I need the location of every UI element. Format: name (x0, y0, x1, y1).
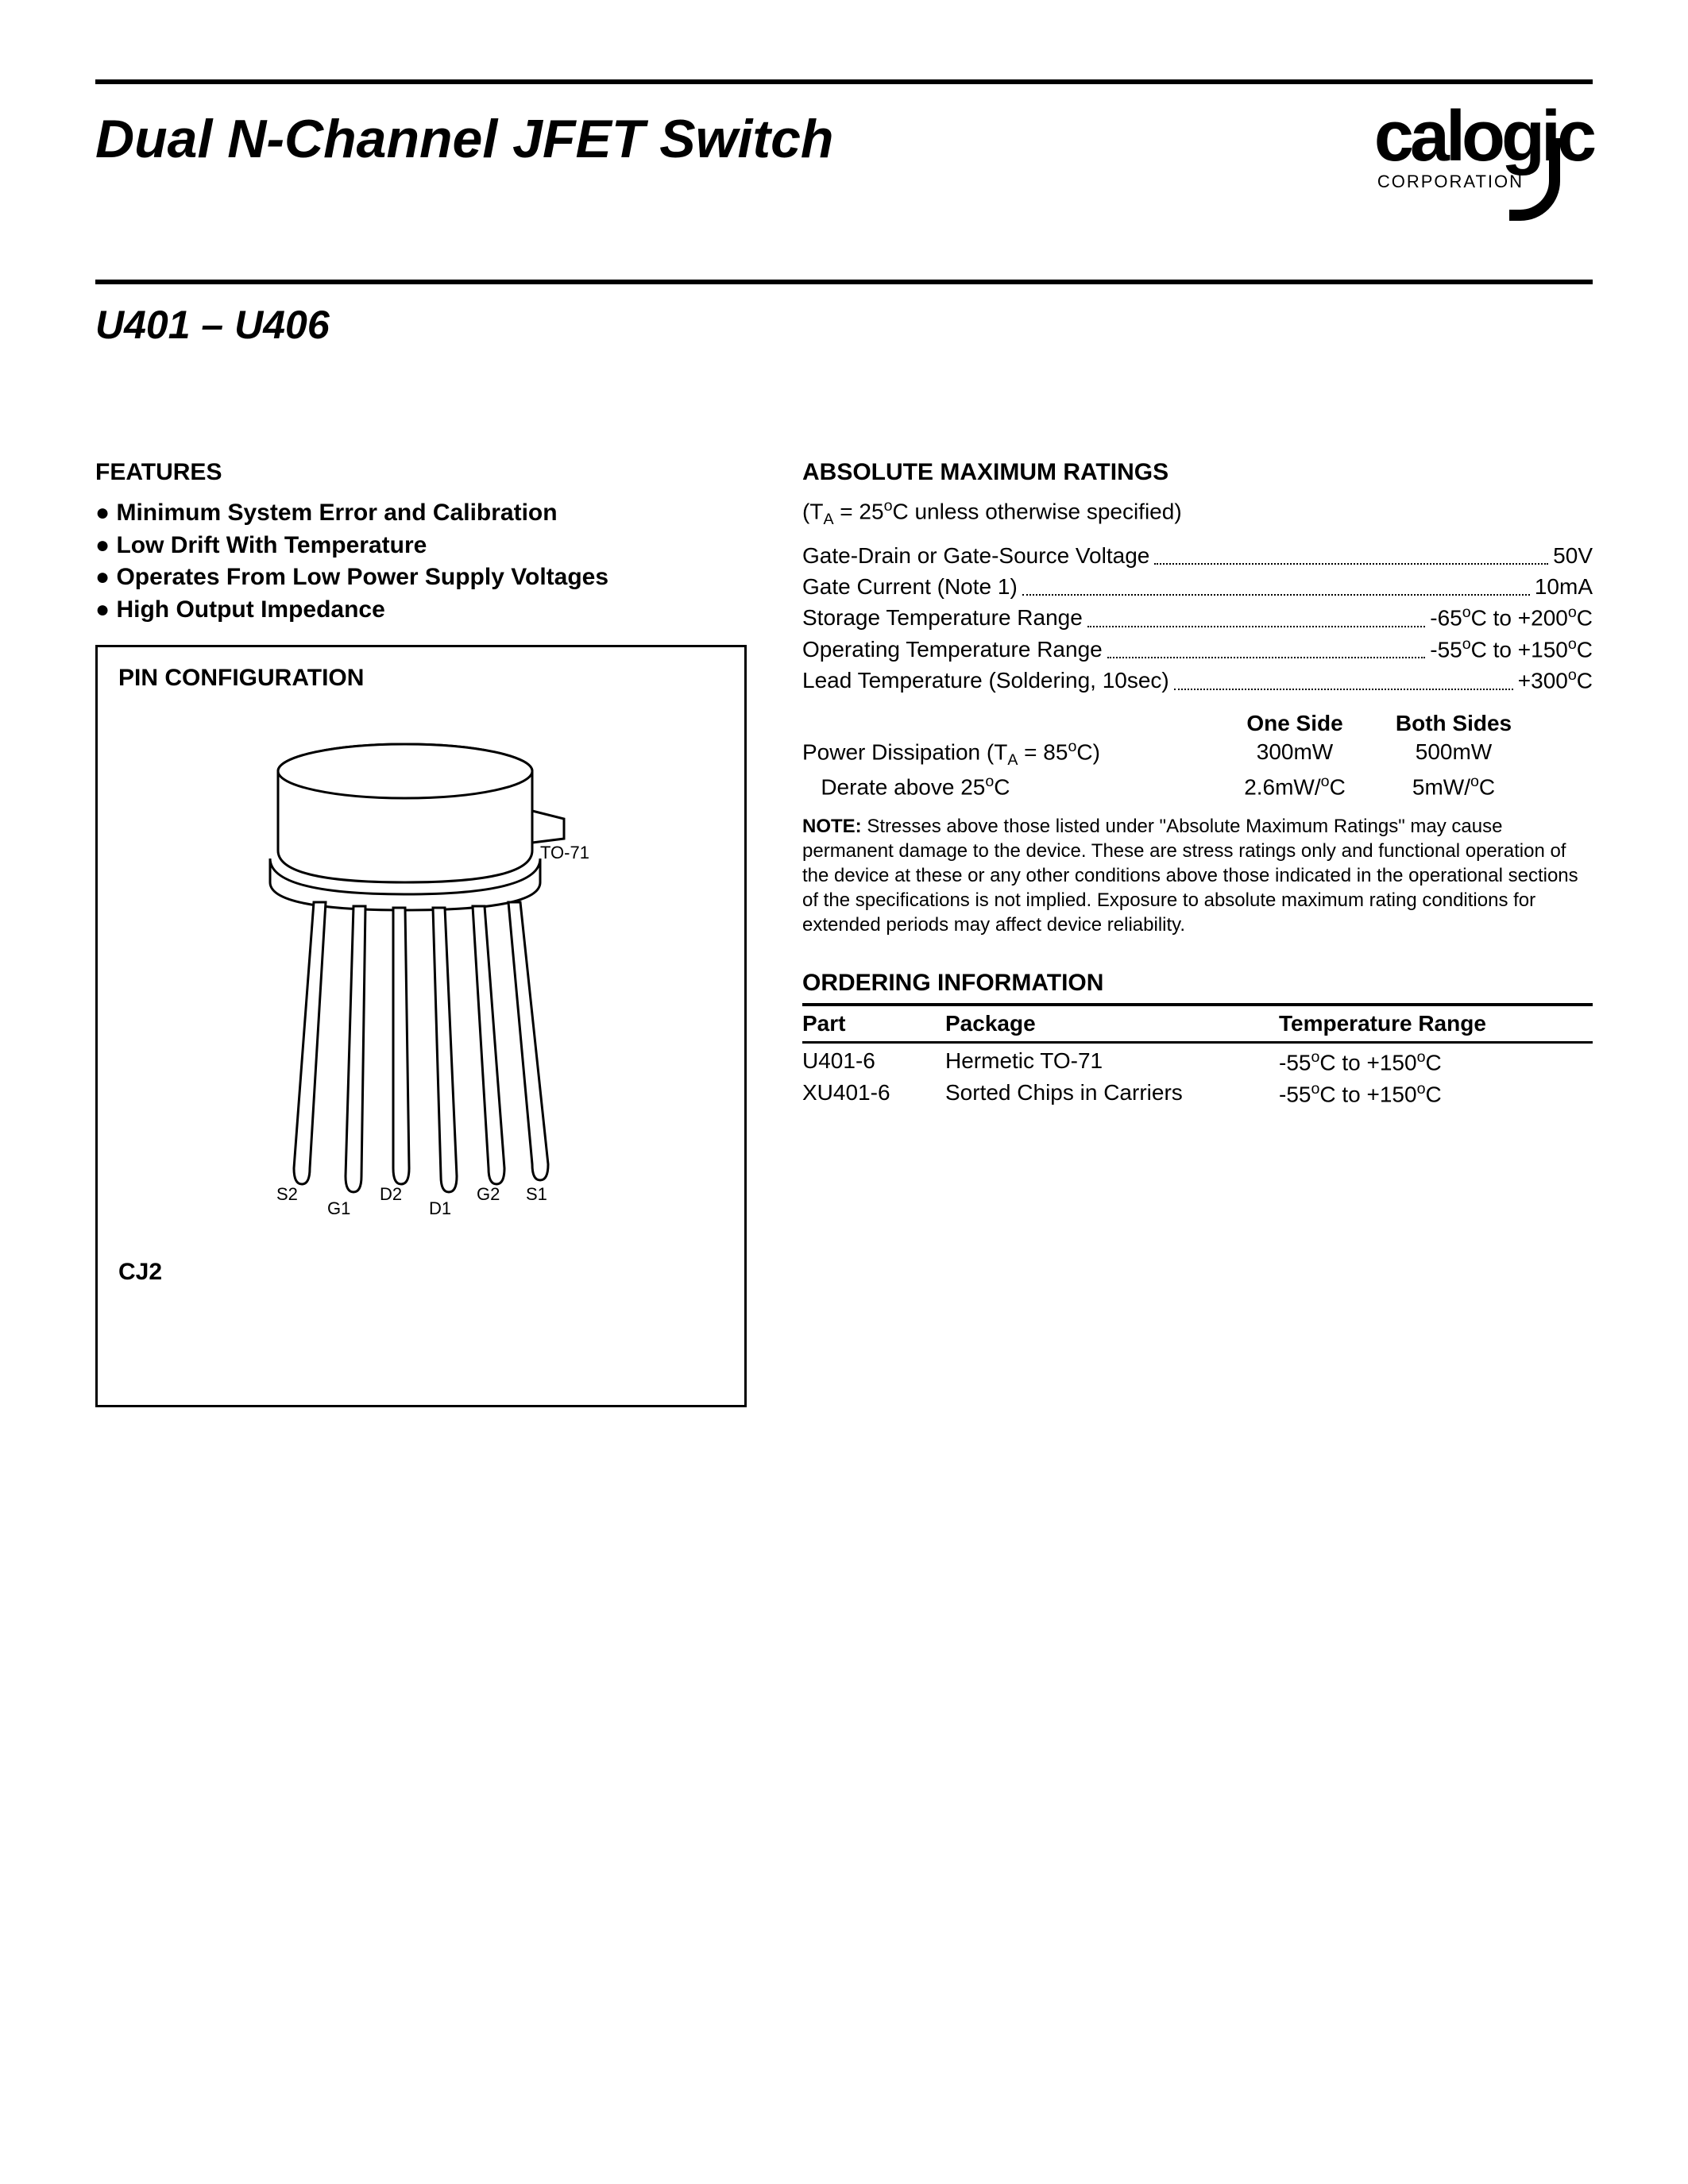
rating-label: Gate Current (Note 1) (802, 571, 1018, 602)
company-logo: calogic (1374, 108, 1593, 165)
rating-value: 50V (1553, 540, 1593, 571)
pin-label: S1 (526, 1184, 547, 1205)
left-column: FEATURES Minimum System Error and Calibr… (95, 459, 747, 1407)
leader-dots (1174, 665, 1513, 690)
pd-row: Power Dissipation (TA = 85oC) 300mW 500m… (802, 736, 1593, 771)
order-package: Sorted Chips in Carriers (945, 1080, 1279, 1107)
amr-heading: ABSOLUTE MAXIMUM RATINGS (802, 459, 1593, 486)
feature-item: Operates From Low Power Supply Voltages (95, 561, 747, 594)
pin-configuration-box: PIN CONFIGURATION (95, 645, 747, 1407)
order-part: U401-6 (802, 1048, 945, 1075)
note-text: Stresses above those listed under "Absol… (802, 816, 1578, 936)
pin-label: S2 (276, 1184, 298, 1205)
pin-config-heading: PIN CONFIGURATION (118, 665, 724, 692)
pd-label: Derate above 25oC (802, 771, 1215, 803)
pd-row: Derate above 25oC 2.6mW/oC 5mW/oC (802, 771, 1593, 803)
pd-label: Power Dissipation (TA = 85oC) (802, 736, 1215, 771)
amr-ratings: Gate-Drain or Gate-Source Voltage 50V Ga… (802, 540, 1593, 696)
pd-col-both-sides: Both Sides (1374, 711, 1533, 736)
ordering-columns: Part Package Temperature Range (802, 1006, 1593, 1044)
rating-row: Gate Current (Note 1) 10mA (802, 571, 1593, 602)
rating-label: Lead Temperature (Soldering, 10sec) (802, 665, 1169, 696)
col-part: Part (802, 1011, 945, 1036)
mid-rule (95, 280, 1593, 284)
rating-value: 10mA (1535, 571, 1593, 602)
rating-label: Storage Temperature Range (802, 602, 1083, 634)
col-temp-range: Temperature Range (1279, 1011, 1593, 1036)
header-row: Dual N-Channel JFET Switch calogic CORPO… (95, 108, 1593, 192)
power-dissipation-header: One Side Both Sides (802, 711, 1593, 736)
order-part: XU401-6 (802, 1080, 945, 1107)
to71-package-icon (238, 723, 604, 1216)
right-column: ABSOLUTE MAXIMUM RATINGS (TA = 25oC unle… (802, 459, 1593, 1407)
leader-dots (1107, 634, 1426, 659)
rating-value: +300oC (1518, 665, 1593, 696)
package-type-label: TO-71 (540, 843, 589, 863)
package-corner-label: CJ2 (118, 1259, 162, 1286)
pd-value: 2.6mW/oC (1215, 771, 1374, 803)
note-label: NOTE: (802, 816, 862, 837)
logo-block: calogic CORPORATION (1374, 108, 1593, 192)
ordering-heading: ORDERING INFORMATION (802, 970, 1593, 997)
col-package: Package (945, 1011, 1279, 1036)
rating-row: Operating Temperature Range -55oC to +15… (802, 634, 1593, 666)
rating-row: Gate-Drain or Gate-Source Voltage 50V (802, 540, 1593, 571)
rating-label: Gate-Drain or Gate-Source Voltage (802, 540, 1149, 571)
features-heading: FEATURES (95, 459, 747, 486)
pd-value: 5mW/oC (1374, 771, 1533, 803)
rating-value: -55oC to +150oC (1430, 634, 1593, 666)
feature-item: Low Drift With Temperature (95, 530, 747, 562)
rating-label: Operating Temperature Range (802, 634, 1103, 666)
rating-value: -65oC to +200oC (1430, 602, 1593, 634)
ordering-row: U401-6 Hermetic TO-71 -55oC to +150oC (802, 1044, 1593, 1075)
order-temp: -55oC to +150oC (1279, 1048, 1593, 1075)
part-number-range: U401 – U406 (95, 302, 1593, 348)
leader-dots (1022, 571, 1530, 596)
order-package: Hermetic TO-71 (945, 1048, 1279, 1075)
pd-value: 300mW (1215, 736, 1374, 771)
feature-item: Minimum System Error and Calibration (95, 497, 747, 530)
order-temp: -55oC to +150oC (1279, 1080, 1593, 1107)
content-columns: FEATURES Minimum System Error and Calibr… (95, 459, 1593, 1407)
pin-label: G2 (477, 1184, 500, 1205)
amr-note: NOTE: Stresses above those listed under … (802, 814, 1593, 938)
page-title: Dual N-Channel JFET Switch (95, 108, 833, 170)
feature-item: High Output Impedance (95, 594, 747, 627)
pin-label: G1 (327, 1198, 350, 1219)
pd-value: 500mW (1374, 736, 1533, 771)
features-list: Minimum System Error and Calibration Low… (95, 497, 747, 626)
rating-row: Lead Temperature (Soldering, 10sec) +300… (802, 665, 1593, 696)
leader-dots (1154, 540, 1548, 565)
rating-row: Storage Temperature Range -65oC to +200o… (802, 602, 1593, 634)
package-drawing: TO-71 S2 G1 D2 D1 G2 S1 (238, 723, 604, 1216)
pin-label: D1 (429, 1198, 451, 1219)
pin-label: D2 (380, 1184, 402, 1205)
pd-col-one-side: One Side (1215, 711, 1374, 736)
ordering-row: XU401-6 Sorted Chips in Carriers -55oC t… (802, 1075, 1593, 1107)
amr-condition: (TA = 25oC unless otherwise specified) (802, 497, 1593, 529)
top-rule (95, 79, 1593, 84)
leader-dots (1087, 602, 1425, 627)
